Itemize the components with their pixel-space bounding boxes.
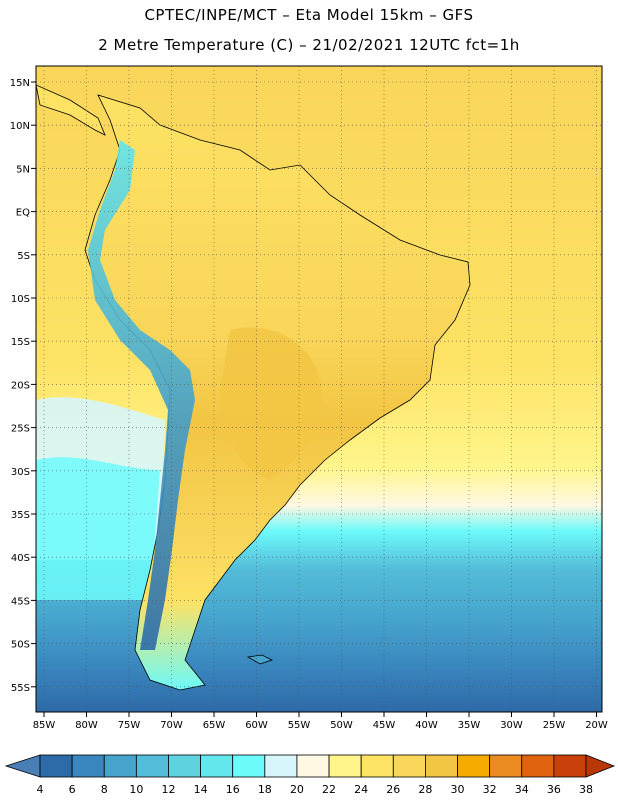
colorbar-cell <box>360 754 394 778</box>
colorbar-tick-label: 4 <box>37 783 44 796</box>
colorbar-cell <box>39 754 73 778</box>
lat-tick-label: 20S <box>11 380 30 391</box>
colorbar-cell <box>328 754 362 778</box>
lon-tick-label: 70W <box>160 720 183 731</box>
lon-tick-label: 40W <box>415 720 438 731</box>
colorbar-tick-label: 20 <box>290 783 304 796</box>
colorbar-cell <box>457 754 491 778</box>
lat-tick-label: 40S <box>11 553 30 564</box>
lat-tick-label: 10N <box>10 121 30 132</box>
colorbar-cell <box>232 754 266 778</box>
colorbar-tick-label: 32 <box>483 783 497 796</box>
lat-tick-label: 55S <box>11 683 30 694</box>
longitude-axis: 85W 80W 75W 70W 65W 60W 55W 50W 45W 40W 35W 30W 25W 2… <box>33 712 608 731</box>
lat-tick-label: 50S <box>11 640 30 651</box>
colorbar-tick-label: 6 <box>69 783 76 796</box>
colorbar-tick-label: 12 <box>161 783 175 796</box>
colorbar-cell <box>135 754 169 778</box>
colorbar-tick-label: 22 <box>322 783 336 796</box>
andes-cold-band <box>88 140 195 650</box>
lon-tick-label: 65W <box>203 720 226 731</box>
colorbar-cell <box>103 754 137 778</box>
lat-tick-label: 5N <box>16 164 30 175</box>
lon-tick-label: 35W <box>458 720 481 731</box>
colorbar-tick-label: 8 <box>101 783 108 796</box>
lat-tick-label: EQ <box>16 208 30 219</box>
latitude-axis: 15N 10N 5N EQ 5S 10S 15S 20S 25S 30S 35S 40S 45S 50S 5… <box>10 78 36 694</box>
colorbar-min-arrow <box>4 754 41 778</box>
lat-tick-label: 15N <box>10 78 30 89</box>
colorbar-cell <box>392 754 426 778</box>
lat-tick-label: 5S <box>17 251 30 262</box>
lon-tick-label: 55W <box>288 720 311 731</box>
lon-tick-label: 25W <box>543 720 566 731</box>
colorbar-tick-label: 28 <box>418 783 432 796</box>
map-frame <box>35 65 603 713</box>
lon-tick-label: 80W <box>75 720 98 731</box>
lon-tick-label: 20W <box>585 720 608 731</box>
falkland-islands <box>246 654 274 665</box>
colorbar-tick-label: 14 <box>194 783 208 796</box>
colorbar-cell <box>200 754 234 778</box>
colorbar-tick-label: 34 <box>515 783 529 796</box>
map-title-line1: CPTEC/INPE/MCT – Eta Model 15km – GFS <box>144 6 474 24</box>
colorbar-tick-label: 26 <box>386 783 400 796</box>
colorbar-tick-label: 10 <box>129 783 143 796</box>
colorbar-tick-label: 36 <box>547 783 561 796</box>
lat-tick-label: 45S <box>11 596 30 607</box>
colorbar-cell <box>553 754 587 778</box>
colorbar-cell <box>168 754 201 778</box>
lat-tick-label: 10S <box>11 294 30 305</box>
lon-tick-label: 45W <box>373 720 396 731</box>
lat-tick-label: 15S <box>11 337 30 348</box>
lon-tick-label: 50W <box>330 720 353 731</box>
interior-warm-area <box>220 327 322 480</box>
colorbar-tick-label: 16 <box>226 783 240 796</box>
colorbar-cell <box>489 754 523 778</box>
lon-tick-label: 75W <box>118 720 141 731</box>
colorbar-tick-label: 24 <box>354 783 368 796</box>
colorbar-cell <box>264 754 298 778</box>
colorbar-cell <box>521 754 555 778</box>
map-title-line2: 2 Metre Temperature (C) – 21/02/2021 12U… <box>98 36 520 54</box>
colorbar-tick-label: 30 <box>451 783 465 796</box>
colorbar-cell <box>296 754 330 778</box>
lon-tick-label: 30W <box>500 720 523 731</box>
lat-tick-label: 35S <box>11 510 30 521</box>
colorbar-cell <box>425 754 458 778</box>
lat-tick-label: 25S <box>11 424 30 435</box>
colorbar-tick-label: 18 <box>258 783 272 796</box>
pacific-cold-band <box>36 457 160 600</box>
colorbar-max-arrow <box>585 754 616 778</box>
colorbar-cell <box>71 754 105 778</box>
temperature-colorbar: 4 6 8 10 12 14 16 18 20 22 24 26 28 30 32 34 36 38 <box>4 754 616 796</box>
lon-tick-label: 60W <box>245 720 268 731</box>
central-america <box>36 84 106 136</box>
colorbar-tick-label: 38 <box>579 783 593 796</box>
lat-tick-label: 30S <box>11 467 30 478</box>
lon-tick-label: 85W <box>33 720 56 731</box>
